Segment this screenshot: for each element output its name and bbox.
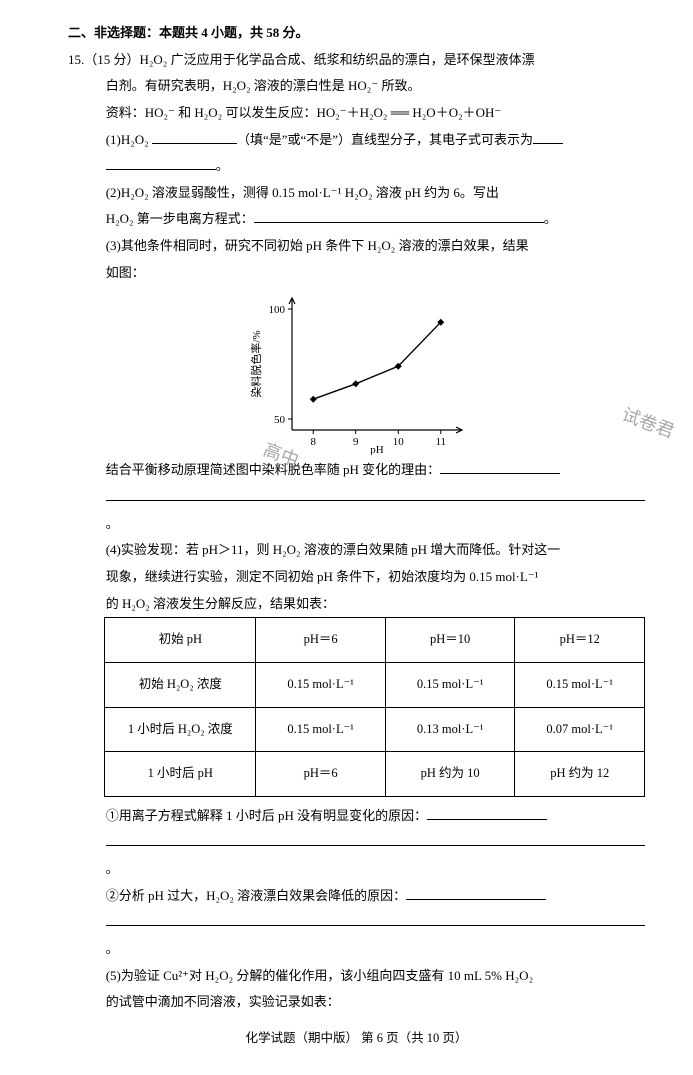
- svg-text:11: 11: [435, 436, 446, 448]
- cell: 0.13 mol·L⁻¹: [385, 707, 515, 752]
- cell: pH＝6: [256, 752, 386, 797]
- q15-p3-l1: (3)其他条件相同时，研究不同初始 pH 条件下 H₂O₂ 溶液的漂白效果，结果: [68, 233, 645, 260]
- cell: pH 约为 10: [385, 752, 515, 797]
- svg-text:100: 100: [268, 304, 285, 316]
- decolor-chart: 50 100 8 9 10 11 染料脱色率/% pH: [242, 290, 472, 455]
- cell: 初始 pH: [105, 618, 256, 663]
- q15-p3-l2: 如图：: [68, 260, 645, 287]
- q15-p4-l2: 现象，继续进行实验，测定不同初始 pH 条件下，初始浓度均为 0.15 mol·…: [68, 564, 645, 591]
- q15-ziliao: 资料：HO₂⁻ 和 H₂O₂ 可以发生反应：HO₂⁻＋H₂O₂ ══ H₂O＋O…: [68, 100, 645, 127]
- q15-p2-l2: H₂O₂ 第一步电离方程式： 。: [68, 206, 645, 233]
- p4-q2-end: 。: [106, 941, 119, 956]
- blank: [440, 461, 560, 474]
- blank: [106, 157, 216, 170]
- table-row: 1 小时后 pH pH＝6 pH 约为 10 pH 约为 12: [105, 752, 645, 797]
- svg-text:50: 50: [274, 414, 286, 426]
- cell: 0.15 mol·L⁻¹: [256, 707, 386, 752]
- blank: [533, 131, 563, 144]
- q15-p3-after: 结合平衡移动原理简述图中染料脱色率随 pH 变化的理由： 高中: [68, 457, 645, 484]
- svg-text:10: 10: [392, 436, 404, 448]
- q15-p4-q1-blank: 。: [68, 829, 645, 882]
- table-row: 初始 pH pH＝6 pH＝10 pH＝12: [105, 618, 645, 663]
- blank: [106, 913, 645, 926]
- q15-p4-l3: 的 H₂O₂ 溶液发生分解反应，结果如表：: [68, 591, 645, 618]
- cell: pH＝12: [515, 618, 645, 663]
- q15-p4-q2-blank: 。: [68, 909, 645, 962]
- p4-q1-end: 。: [106, 861, 119, 876]
- page-footer: 化学试题（期中版） 第 6 页（共 10 页）: [68, 1026, 645, 1052]
- svg-text:9: 9: [353, 436, 359, 448]
- blank: [106, 488, 645, 501]
- q15-p4-q2: ②分析 pH 过大，H₂O₂ 溶液漂白效果会降低的原因：: [68, 883, 645, 910]
- q15-p4-l1: (4)实验发现：若 pH＞11，则 H₂O₂ 溶液的漂白效果随 pH 增大而降低…: [68, 537, 645, 564]
- cell: pH＝10: [385, 618, 515, 663]
- q15-p1: (1)H₂O₂ （填“是”或“不是”）直线型分子，其电子式可表示为: [68, 127, 645, 154]
- decomp-table: 初始 pH pH＝6 pH＝10 pH＝12 初始 H₂O₂ 浓度 0.15 m…: [104, 617, 645, 797]
- p3-after: 结合平衡移动原理简述图中染料脱色率随 pH 变化的理由：: [106, 462, 440, 477]
- cell: pH＝6: [256, 618, 386, 663]
- cell: 0.15 mol·L⁻¹: [256, 662, 386, 707]
- p3-end: 。: [106, 516, 119, 531]
- p1-b: （填“是”或“不是”）直线型分子，其电子式可表示为: [237, 132, 533, 147]
- blank: [427, 807, 547, 820]
- page: 二、非选择题：本题共 4 小题，共 58 分。 15.（15 分）H₂O₂ 广泛…: [0, 0, 693, 1075]
- p1-a: (1)H₂O₂: [106, 132, 152, 147]
- cell: 1 小时后 pH: [105, 752, 256, 797]
- p4-q1: ①用离子方程式解释 1 小时后 pH 没有明显变化的原因：: [106, 808, 427, 823]
- table-row: 1 小时后 H₂O₂ 浓度 0.15 mol·L⁻¹ 0.13 mol·L⁻¹ …: [105, 707, 645, 752]
- q15-stem-2: 白剂。有研究表明，H₂O₂ 溶液的漂白性是 HO₂⁻ 所致。: [68, 73, 645, 100]
- q15-p5-l2: 的试管中滴加不同溶液，实验记录如表：: [68, 989, 645, 1016]
- svg-text:pH: pH: [370, 444, 384, 455]
- svg-text:染料脱色率/%: 染料脱色率/%: [249, 331, 263, 398]
- blank: [254, 210, 544, 223]
- table-row: 初始 H₂O₂ 浓度 0.15 mol·L⁻¹ 0.15 mol·L⁻¹ 0.1…: [105, 662, 645, 707]
- cell: 1 小时后 H₂O₂ 浓度: [105, 707, 256, 752]
- cell: pH 约为 12: [515, 752, 645, 797]
- p2-l2a: H₂O₂ 第一步电离方程式：: [106, 211, 254, 226]
- p1-end: 。: [216, 158, 229, 173]
- svg-text:8: 8: [310, 436, 316, 448]
- cell: 0.07 mol·L⁻¹: [515, 707, 645, 752]
- blank: [406, 887, 546, 900]
- q15-p1-line2: 。: [68, 153, 645, 180]
- chart-wrap: 50100891011染料脱色率/%pH 试卷君: [68, 290, 645, 455]
- cell: 初始 H₂O₂ 浓度: [105, 662, 256, 707]
- q15-p5-l1: (5)为验证 Cu²⁺对 H₂O₂ 分解的催化作用，该小组向四支盛有 10 mL…: [68, 963, 645, 990]
- p4-q2: ②分析 pH 过大，H₂O₂ 溶液漂白效果会降低的原因：: [106, 888, 406, 903]
- cell: 0.15 mol·L⁻¹: [515, 662, 645, 707]
- q15-p3-blank: 。: [68, 484, 645, 537]
- blank: [152, 131, 237, 144]
- section-header: 二、非选择题：本题共 4 小题，共 58 分。: [68, 20, 645, 47]
- q15-stem-1: 15.（15 分）H₂O₂ 广泛应用于化学品合成、纸浆和纺织品的漂白，是环保型液…: [68, 47, 645, 74]
- p2-end: 。: [544, 211, 557, 226]
- q15-p4-q1: ①用离子方程式解释 1 小时后 pH 没有明显变化的原因：: [68, 803, 645, 830]
- blank: [106, 833, 645, 846]
- watermark-1: 试卷君: [616, 397, 679, 450]
- q15-p2-l1: (2)H₂O₂ 溶液显弱酸性，测得 0.15 mol·L⁻¹ H₂O₂ 溶液 p…: [68, 180, 645, 207]
- cell: 0.15 mol·L⁻¹: [385, 662, 515, 707]
